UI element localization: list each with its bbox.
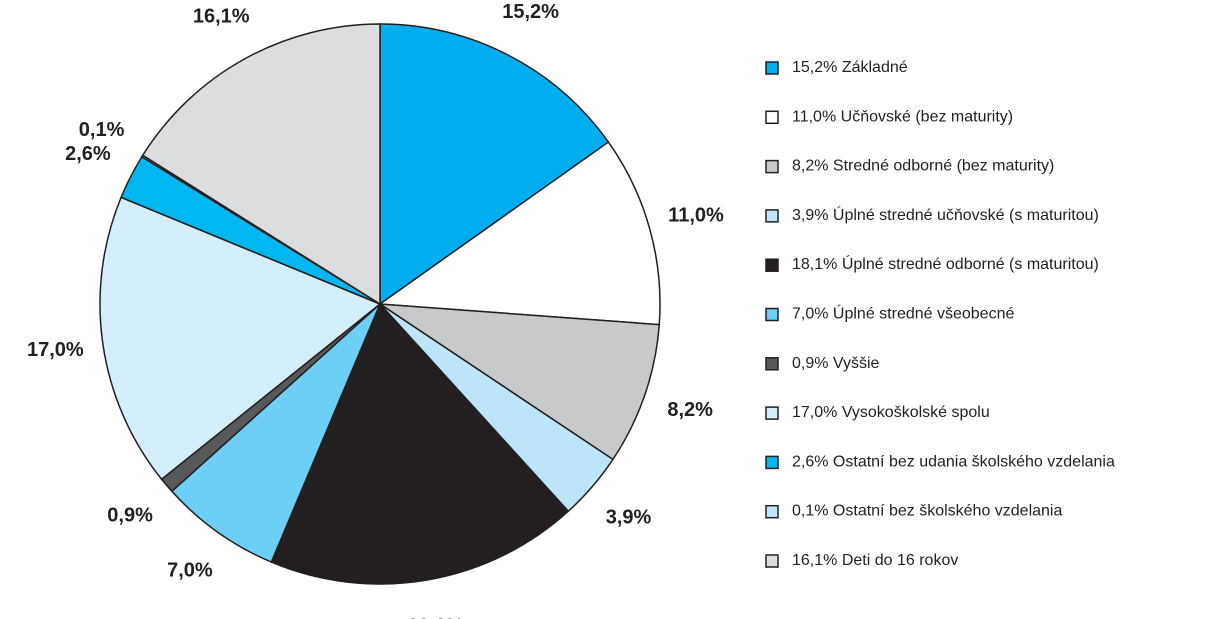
slice-label: 16,1%: [193, 5, 250, 27]
legend-swatch: [765, 504, 779, 519]
pie-slice: [141, 23, 381, 306]
slice-label: 0,9%: [107, 505, 153, 527]
legend-swatch: [765, 209, 779, 223]
slice-label: 11,0%: [668, 204, 724, 226]
legend-swatch: [765, 406, 779, 420]
legend-value: 0,9%: [792, 355, 828, 372]
slice-label: 18,1%: [407, 616, 464, 619]
legend-value: 8,2%: [792, 158, 828, 175]
legend-label: Deti do 16 rokov: [842, 552, 959, 569]
pie-slice: [99, 196, 382, 481]
pie-slice: [377, 303, 661, 461]
legend-value: 17,0%: [792, 404, 837, 421]
legend-entry: 17,0% Vysokoškolské spolu: [792, 404, 990, 421]
legend-value: 16,1%: [792, 552, 837, 569]
legend-label: Vyššie: [833, 355, 880, 372]
legend-swatch: [765, 554, 779, 568]
legend-entry: 8,2% Stredné odborné (bez maturity): [792, 158, 1054, 175]
legend-entry: 2,6% Ostatní bez udania školského vzdela…: [792, 454, 1115, 471]
legend-entry: 0,9% Vyššie: [792, 355, 880, 372]
pie-slice: [170, 303, 381, 564]
legend-label: Základné: [842, 59, 908, 76]
legend-label: Vysokoškolské spolu: [842, 404, 990, 421]
legend-swatch: [765, 357, 779, 371]
slice-label: 3,9%: [606, 506, 652, 528]
legend-swatch: [765, 110, 779, 125]
legend-entry: 0,1% Ostatní bez školského vzdelania: [792, 503, 1062, 520]
slice-label: 7,0%: [167, 560, 213, 582]
legend-value: 3,9%: [792, 207, 828, 224]
pie-slice: [377, 141, 661, 326]
legend-value: 15,2%: [792, 59, 837, 76]
legend-swatch: [765, 307, 779, 322]
slice-label: 15,2%: [502, 1, 559, 23]
slice-label: 8,2%: [667, 399, 713, 421]
legend-label: Úplné stredné odborné (s maturitou): [842, 254, 1099, 273]
legend-label: Stredné odborné (bez maturity): [833, 158, 1054, 175]
legend-entry: 3,9% Úplné stredné učňovské (s maturitou…: [792, 205, 1099, 224]
legend-swatch: [765, 61, 779, 75]
legend-value: 0,1%: [792, 503, 828, 520]
legend-entry: 11,0% Učňovské (bez maturity): [792, 109, 1013, 126]
legend-value: 7,0%: [792, 306, 828, 323]
legend-label: Úplné stredné všeobecné: [833, 304, 1015, 323]
legend-label: Ostatní bez udania školského vzdelania: [833, 454, 1115, 471]
legend-value: 2,6%: [792, 454, 828, 471]
slice-label: 0,1%: [79, 119, 125, 141]
legend-entry: 18,1% Úplné stredné odborné (s maturitou…: [792, 254, 1099, 273]
legend-label: Ostatní bez školského vzdelania: [833, 503, 1063, 520]
pie-slice: [270, 302, 570, 585]
legend-label: Úplné stredné učňovské (s maturitou): [833, 205, 1099, 224]
slice-label: 17,0%: [27, 339, 84, 361]
legend-swatch: [765, 258, 779, 272]
legend-value: 11,0%: [792, 109, 836, 126]
legend-swatch: [765, 159, 779, 174]
pie-slice: [379, 23, 610, 306]
legend-entry: 15,2% Základné: [792, 59, 908, 76]
legend-entry: 16,1% Deti do 16 rokov: [792, 552, 958, 569]
slice-label: 2,6%: [65, 143, 111, 165]
legend-label: Učňovské (bez maturity): [841, 109, 1014, 126]
legend-swatch: [765, 455, 779, 470]
legend-entry: 7,0% Úplné stredné všeobecné: [792, 304, 1014, 323]
legend-value: 18,1%: [792, 256, 837, 273]
